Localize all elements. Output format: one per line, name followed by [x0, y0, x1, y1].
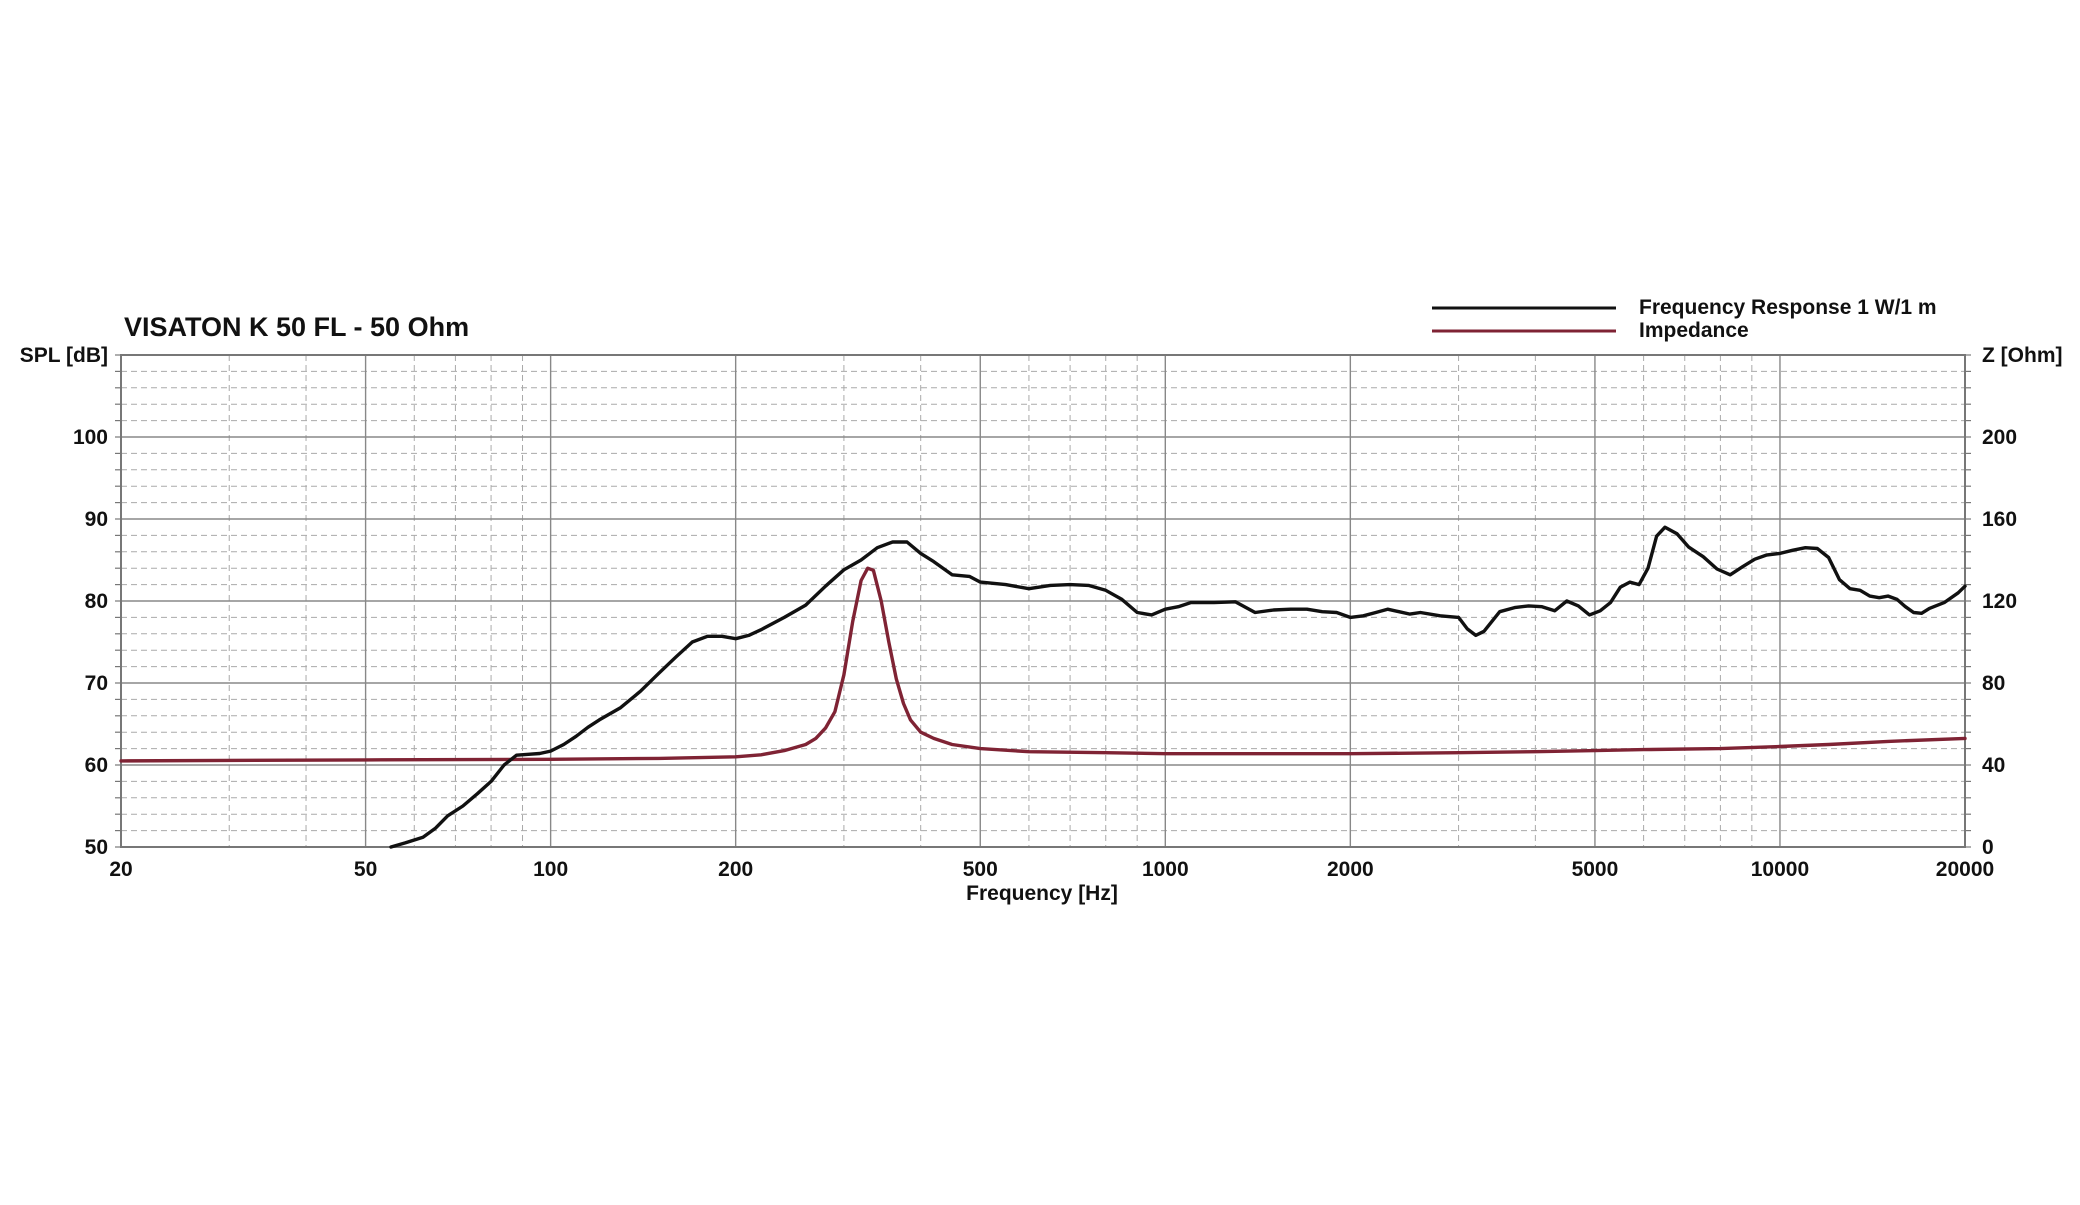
legend: Frequency Response 1 W/1 m Impedance [1432, 296, 1937, 342]
x-tick-label: 20000 [1936, 858, 1994, 881]
x-tick-label: 100 [533, 858, 568, 881]
x-tick-label: 500 [963, 858, 998, 881]
series-line-frequency-response [389, 525, 1967, 849]
y-left-tick-label: 70 [85, 672, 108, 695]
x-tick-label: 2000 [1327, 858, 1374, 881]
axes: 20 50 100 200 500 1000 2000 5000 10000 2000050607… [73, 354, 2017, 881]
y-axis-left-label: SPL [dB] [20, 344, 108, 367]
legend-label-impedance: Impedance [1639, 319, 1749, 342]
grid [120, 354, 1966, 848]
y-left-tick-label: 100 [73, 426, 108, 449]
x-tick-label: 10000 [1751, 858, 1809, 881]
y-left-tick-label: 90 [85, 508, 108, 531]
x-tick-label: 200 [718, 858, 753, 881]
y-right-tick-label: 120 [1982, 590, 2017, 613]
x-tick-label: 5000 [1572, 858, 1619, 881]
series-line-impedance [119, 566, 1967, 763]
y-right-tick-label: 40 [1982, 754, 2005, 777]
y-left-tick-label: 50 [85, 836, 108, 859]
x-tick-label: 1000 [1142, 858, 1189, 881]
x-axis-label: Frequency [Hz] [966, 882, 1118, 905]
x-tick-label: 20 [109, 858, 132, 881]
y-axis-right-label: Z [Ohm] [1982, 344, 2062, 367]
legend-label-frequency-response: Frequency Response 1 W/1 m [1639, 296, 1937, 319]
y-right-tick-label: 200 [1982, 426, 2017, 449]
x-tick-label: 50 [354, 858, 377, 881]
y-left-tick-label: 60 [85, 754, 108, 777]
y-right-tick-label: 160 [1982, 508, 2017, 531]
chart-title: VISATON K 50 FL - 50 Ohm [124, 312, 469, 342]
series [119, 525, 1967, 849]
y-left-tick-label: 80 [85, 590, 108, 613]
y-right-tick-label: 0 [1982, 836, 1994, 859]
y-right-tick-label: 80 [1982, 672, 2005, 695]
